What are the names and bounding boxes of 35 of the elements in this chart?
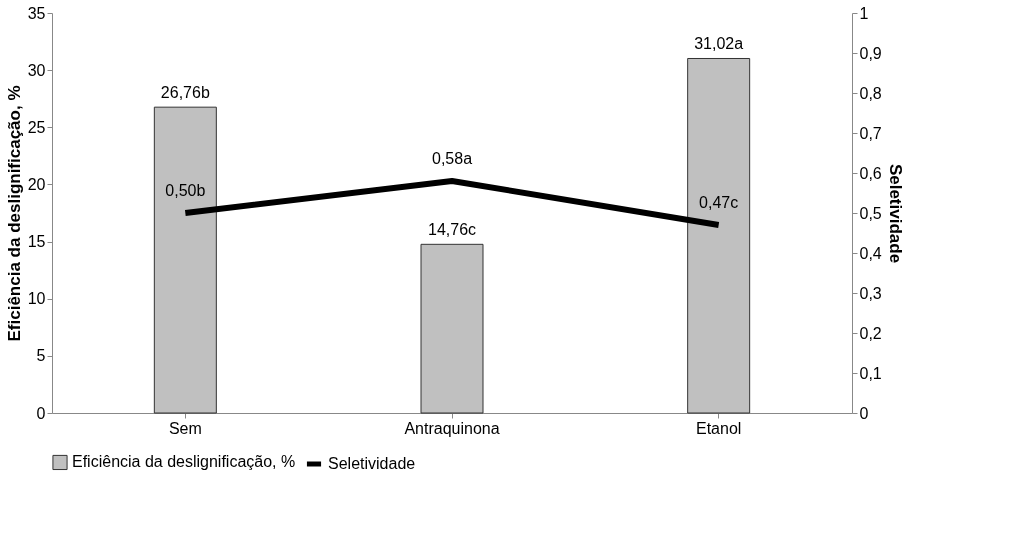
data-label: 26,76b	[160, 84, 210, 102]
x-tick-label: Antraquinona	[404, 419, 500, 437]
y-tick-label: 35	[27, 4, 46, 22]
y2-tick-label: 0,6	[859, 164, 882, 182]
legend-label: Eficiência da deslignificação, %	[72, 453, 296, 471]
y2-tick-label: 0,8	[859, 84, 882, 102]
y-tick-label: 20	[27, 175, 46, 193]
bar	[420, 243, 484, 414]
data-label: 0,50b	[165, 182, 206, 199]
x-tick-label: Sem	[168, 419, 202, 437]
y2-tick-label: 0,9	[859, 44, 882, 62]
bar	[687, 57, 751, 414]
y2-tick-label: 0,1	[859, 364, 882, 382]
y-tick-label: 10	[27, 290, 46, 308]
data-label: 31,02a	[694, 35, 744, 53]
y-tick-label: 0	[36, 404, 46, 422]
y2-axis-title: Seletividade	[885, 163, 905, 264]
y2-tick-label: 0,2	[859, 324, 882, 342]
y2-tick-label: 1	[859, 4, 869, 22]
y-tick-label: 30	[27, 61, 46, 79]
data-label: 0,47c	[699, 194, 739, 211]
x-tick-label: Etanol	[695, 419, 742, 437]
y2-tick-label: 0,7	[859, 124, 882, 142]
y-tick-label: 5	[36, 347, 46, 365]
y-axis-title: Eficiência da deslignificação, %	[4, 85, 24, 342]
y2-tick-label: 0	[859, 404, 869, 422]
y-tick-label: 15	[27, 233, 46, 251]
data-label: 14,76c	[427, 221, 477, 239]
data-label: 0,58a	[431, 150, 473, 167]
y2-tick-label: 0,3	[859, 284, 882, 302]
y2-tick-label: 0,4	[859, 244, 882, 262]
y-tick-label: 25	[27, 118, 46, 136]
legend-label: Seletividade	[328, 455, 416, 472]
bar	[153, 106, 217, 414]
y2-tick-label: 0,5	[859, 204, 882, 222]
